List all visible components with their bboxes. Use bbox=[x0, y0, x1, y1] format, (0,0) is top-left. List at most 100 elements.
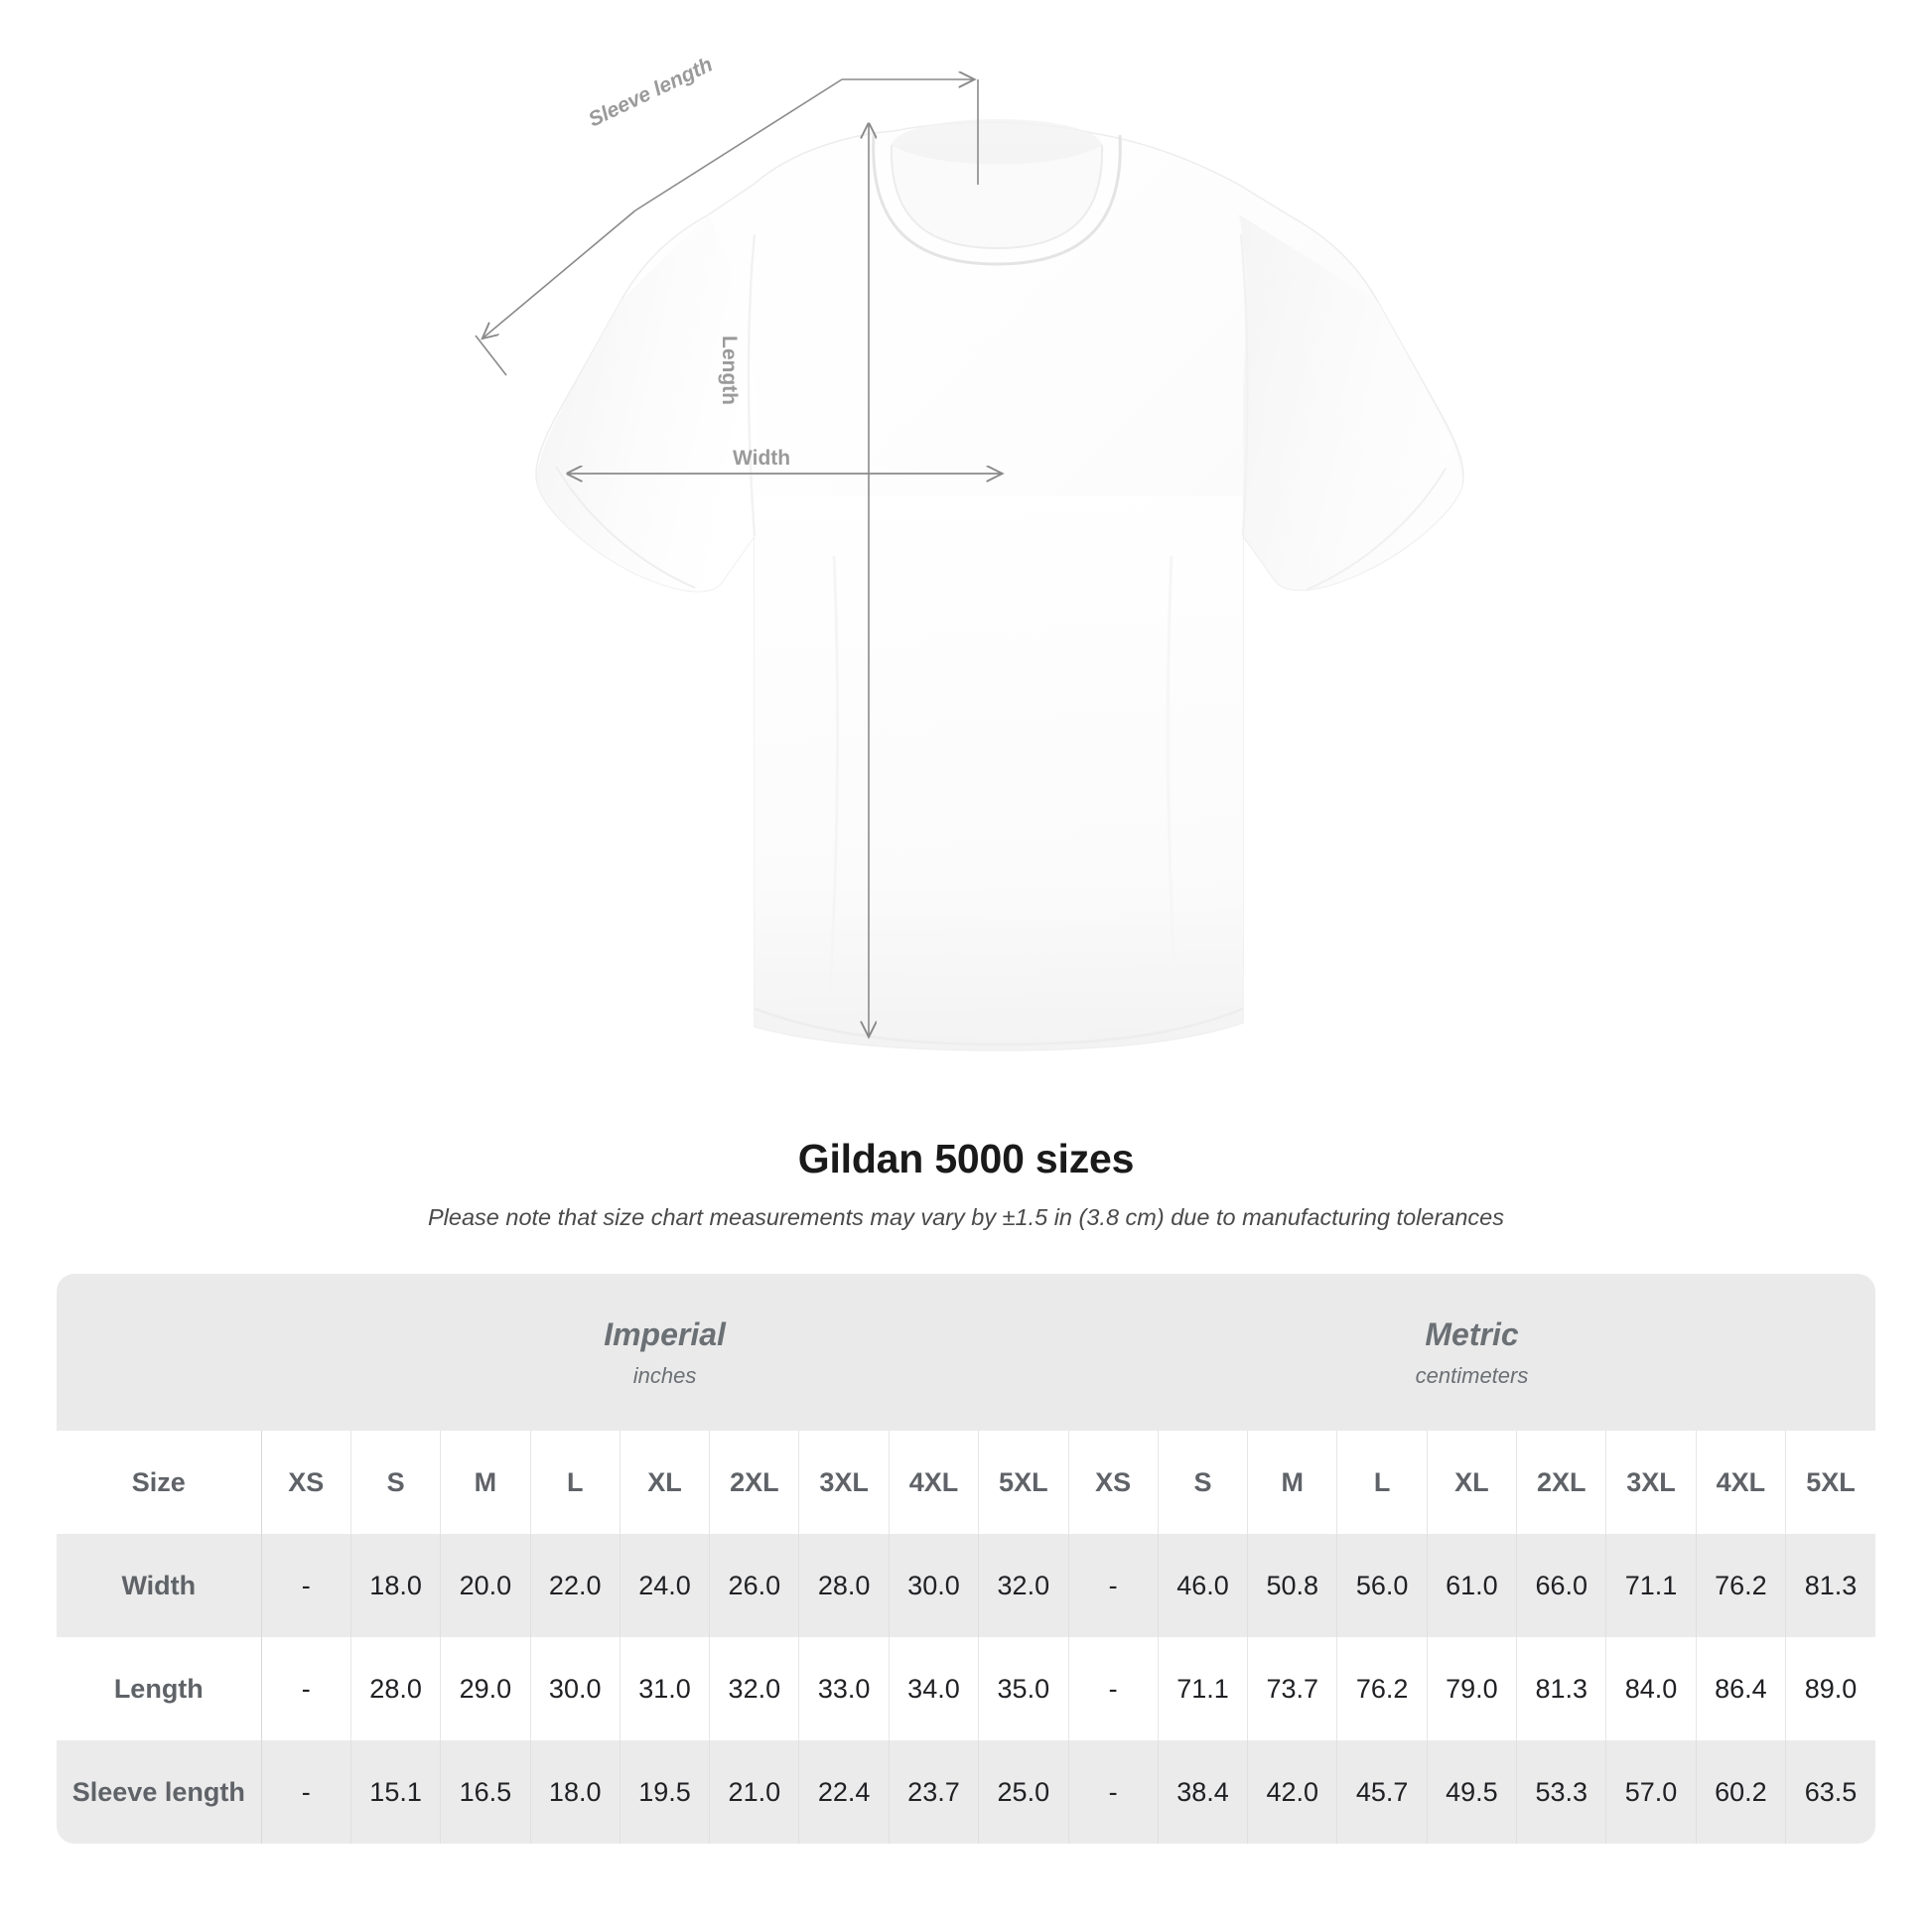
cell-length-imp-xl: 31.0 bbox=[620, 1637, 711, 1740]
size-header-imp-5xl: 5XL bbox=[978, 1431, 1069, 1534]
cell-width-imp-m: 20.0 bbox=[440, 1534, 531, 1637]
cell-length-met-m: 73.7 bbox=[1247, 1637, 1338, 1740]
cell-width-imp-5xl: 32.0 bbox=[978, 1534, 1069, 1637]
cell-sleeve-imp-2xl: 21.0 bbox=[709, 1740, 800, 1844]
size-header-imp-m: M bbox=[440, 1431, 531, 1534]
cell-width-imp-2xl: 26.0 bbox=[709, 1534, 800, 1637]
unit-metric-name: Metric bbox=[1425, 1315, 1519, 1352]
cell-width-imp-3xl: 28.0 bbox=[798, 1534, 890, 1637]
cell-length-imp-3xl: 33.0 bbox=[798, 1637, 890, 1740]
cell-sleeve-imp-m: 16.5 bbox=[440, 1740, 531, 1844]
sleeve-diagonal-upper bbox=[634, 78, 843, 211]
unit-spacer-cell bbox=[57, 1274, 262, 1431]
size-header-imp-xl: XL bbox=[620, 1431, 711, 1534]
cell-width-met-2xl: 66.0 bbox=[1516, 1534, 1607, 1637]
size-header-imp-xs: XS bbox=[261, 1431, 351, 1534]
cell-width-met-4xl: 76.2 bbox=[1696, 1534, 1787, 1637]
tolerance-note: Please note that size chart measurements… bbox=[428, 1204, 1504, 1231]
unit-header-row: Imperial inches Metric centimeters bbox=[57, 1274, 1875, 1431]
cell-width-imp-xs: - bbox=[261, 1534, 351, 1637]
cell-length-imp-m: 29.0 bbox=[440, 1637, 531, 1740]
table-row: Width - 18.0 20.0 22.0 24.0 26.0 28.0 30… bbox=[57, 1534, 1875, 1637]
size-table: Imperial inches Metric centimeters Size … bbox=[57, 1274, 1875, 1844]
cell-length-imp-2xl: 32.0 bbox=[709, 1637, 800, 1740]
size-header-met-3xl: 3XL bbox=[1605, 1431, 1697, 1534]
unit-metric-cell: Metric centimeters bbox=[1068, 1274, 1875, 1431]
cell-sleeve-met-2xl: 53.3 bbox=[1516, 1740, 1607, 1844]
unit-metric-sub: centimeters bbox=[1415, 1362, 1529, 1388]
measurement-lines bbox=[475, 78, 1001, 1035]
cell-sleeve-imp-xs: - bbox=[261, 1740, 351, 1844]
cell-length-met-5xl: 89.0 bbox=[1785, 1637, 1875, 1740]
cell-width-met-xl: 61.0 bbox=[1427, 1534, 1518, 1637]
cell-length-imp-4xl: 34.0 bbox=[889, 1637, 980, 1740]
cell-sleeve-met-xl: 49.5 bbox=[1427, 1740, 1518, 1844]
unit-imperial-name: Imperial bbox=[604, 1315, 726, 1352]
size-table-container: Imperial inches Metric centimeters Size … bbox=[57, 1274, 1875, 1844]
cell-length-imp-5xl: 35.0 bbox=[978, 1637, 1069, 1740]
cell-length-imp-l: 30.0 bbox=[530, 1637, 621, 1740]
size-header-imp-2xl: 2XL bbox=[709, 1431, 800, 1534]
sleeve-end-tick bbox=[475, 335, 507, 376]
cell-sleeve-met-l: 45.7 bbox=[1336, 1740, 1428, 1844]
cell-length-met-3xl: 84.0 bbox=[1605, 1637, 1697, 1740]
size-header-imp-4xl: 4XL bbox=[889, 1431, 980, 1534]
cell-sleeve-imp-5xl: 25.0 bbox=[978, 1740, 1069, 1844]
cell-sleeve-met-4xl: 60.2 bbox=[1696, 1740, 1787, 1844]
cell-sleeve-imp-s: 15.1 bbox=[350, 1740, 442, 1844]
cell-width-imp-s: 18.0 bbox=[350, 1534, 442, 1637]
cell-width-met-5xl: 81.3 bbox=[1785, 1534, 1875, 1637]
cell-length-imp-s: 28.0 bbox=[350, 1637, 442, 1740]
cell-length-imp-xs: - bbox=[261, 1637, 351, 1740]
size-header-met-2xl: 2XL bbox=[1516, 1431, 1607, 1534]
cell-sleeve-met-m: 42.0 bbox=[1247, 1740, 1338, 1844]
cell-length-met-xs: - bbox=[1067, 1637, 1159, 1740]
cell-width-met-xs: - bbox=[1067, 1534, 1159, 1637]
sleeve-length-label: Sleeve length bbox=[585, 53, 716, 131]
heading-block: Gildan 5000 sizes Please note that size … bbox=[0, 1136, 1932, 1231]
cell-sleeve-met-3xl: 57.0 bbox=[1605, 1740, 1697, 1844]
cell-width-met-l: 56.0 bbox=[1336, 1534, 1428, 1637]
cell-length-met-xl: 79.0 bbox=[1427, 1637, 1518, 1740]
page-title: Gildan 5000 sizes bbox=[797, 1136, 1135, 1181]
length-label: Length bbox=[718, 336, 741, 405]
size-header-imp-l: L bbox=[530, 1431, 621, 1534]
cell-sleeve-imp-l: 18.0 bbox=[530, 1740, 621, 1844]
cell-length-met-4xl: 86.4 bbox=[1696, 1637, 1787, 1740]
cell-sleeve-imp-3xl: 22.4 bbox=[798, 1740, 890, 1844]
cell-sleeve-imp-4xl: 23.7 bbox=[889, 1740, 980, 1844]
cell-width-imp-4xl: 30.0 bbox=[889, 1534, 980, 1637]
size-header-imp-3xl: 3XL bbox=[798, 1431, 890, 1534]
table-row: Sleeve length - 15.1 16.5 18.0 19.5 21.0… bbox=[57, 1740, 1875, 1844]
size-header-met-xs: XS bbox=[1067, 1431, 1159, 1534]
cell-sleeve-met-s: 38.4 bbox=[1158, 1740, 1249, 1844]
cell-sleeve-met-xs: - bbox=[1067, 1740, 1159, 1844]
cell-width-met-m: 50.8 bbox=[1247, 1534, 1338, 1637]
cell-length-met-l: 76.2 bbox=[1336, 1637, 1428, 1740]
cell-length-met-2xl: 81.3 bbox=[1516, 1637, 1607, 1740]
cell-width-imp-xl: 24.0 bbox=[620, 1534, 711, 1637]
sleeve-diagonal-lower bbox=[483, 209, 636, 338]
cell-length-met-s: 71.1 bbox=[1158, 1637, 1249, 1740]
cell-sleeve-met-5xl: 63.5 bbox=[1785, 1740, 1875, 1844]
row-label-width: Width bbox=[57, 1534, 262, 1637]
row-label-sleeve-length: Sleeve length bbox=[57, 1740, 262, 1844]
tshirt-diagram: Sleeve length Length Width bbox=[475, 53, 1464, 1051]
cell-width-met-s: 46.0 bbox=[1158, 1534, 1249, 1637]
size-header-met-xl: XL bbox=[1427, 1431, 1518, 1534]
width-label: Width bbox=[733, 447, 790, 470]
table-row: Length - 28.0 29.0 30.0 31.0 32.0 33.0 3… bbox=[57, 1637, 1875, 1740]
size-header-imp-s: S bbox=[350, 1431, 442, 1534]
unit-imperial-cell: Imperial inches bbox=[261, 1274, 1069, 1431]
cell-sleeve-imp-xl: 19.5 bbox=[620, 1740, 711, 1844]
unit-imperial-sub: inches bbox=[632, 1362, 697, 1388]
cell-width-imp-l: 22.0 bbox=[530, 1534, 621, 1637]
size-header-row: Size XS S M L XL 2XL 3XL 4XL 5XL XS S M … bbox=[57, 1431, 1875, 1534]
size-header-met-m: M bbox=[1247, 1431, 1338, 1534]
size-header-met-5xl: 5XL bbox=[1785, 1431, 1875, 1534]
size-header-met-l: L bbox=[1336, 1431, 1428, 1534]
size-header-label: Size bbox=[57, 1431, 262, 1534]
cell-width-met-3xl: 71.1 bbox=[1605, 1534, 1697, 1637]
size-header-met-s: S bbox=[1158, 1431, 1249, 1534]
